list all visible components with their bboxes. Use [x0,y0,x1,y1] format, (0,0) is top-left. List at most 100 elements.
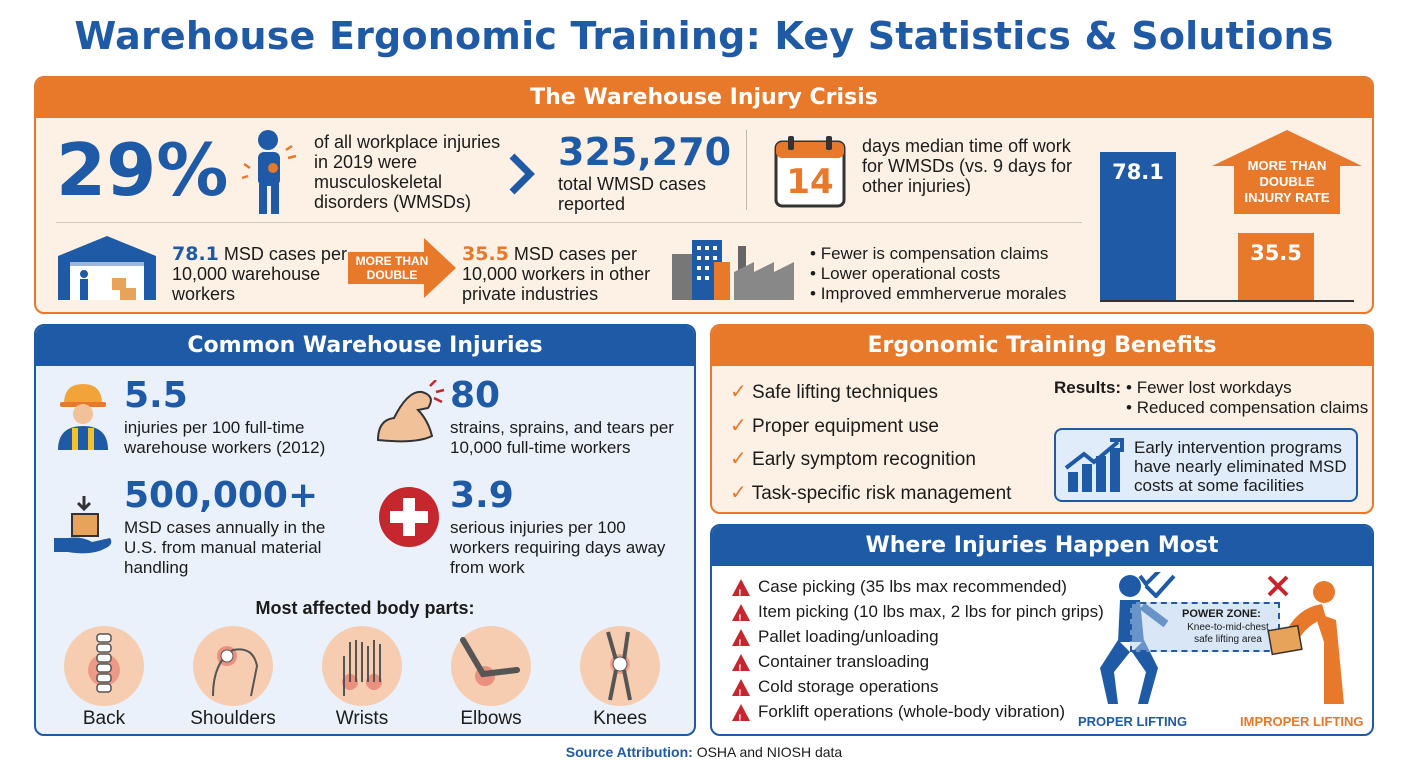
other-value: 35.5 [462,243,509,265]
warning-icon [732,679,750,707]
improper-lifting-label: IMPROPER LIFTING [1240,714,1364,729]
benefits-header: Ergonomic Training Benefits [712,326,1372,366]
medical-cross-icon [379,487,439,547]
check-icon: ✓ [730,414,747,437]
stat-days-text: days median time off work for WMSDs (vs.… [862,136,1073,196]
divider-horizontal [56,222,1082,223]
back-pain-person-icon [241,130,297,214]
result-item: • Fewer lost workdays [1126,378,1292,397]
injury-text-3: MSD cases annually in the U.S. from manu… [124,518,326,577]
bar-other [1238,232,1314,300]
benefit-item: ✓ Proper equipment use [730,414,939,437]
warning-icon [732,704,750,732]
benefits-panel: Ergonomic Training Benefits ✓ Safe lifti… [710,324,1374,514]
injury-text-2: strains, sprains, and tears per 10,000 f… [450,418,674,457]
where-panel: Where Injuries Happen Most Case picking … [710,524,1374,736]
benefit-item: ✓ Early symptom recognition [730,448,976,470]
stat-325270: 325,270 [558,130,732,174]
knees-body-icon [580,626,660,706]
crisis-bullet: • Improved emmherverue morales [810,284,1067,303]
back-body-icon [64,626,144,706]
footer-attribution: Source Attribution: OSHA and NIOSH data [0,744,1408,760]
check-icon: ✓ [730,448,747,470]
benefits-check-list: ✓ Safe lifting techniques ✓ Proper equip… [730,376,1011,510]
injury-text-1: injuries per 100 full-time warehouse wor… [124,418,326,457]
benefit-item: ✓ Task-specific risk management [730,481,1012,504]
where-item: Item picking (10 lbs max, 2 lbs for pinc… [732,599,1104,632]
warehouse-text-block: 78.1 MSD cases per 10,000 warehouse work… [172,244,352,304]
worker-icon [58,384,108,450]
warning-icon [732,604,750,632]
double-arrow-icon [348,238,456,298]
injury-value-2: 80 [450,375,501,416]
wrists-body-icon [322,626,402,706]
injury-text-4: serious injuries per 100 workers requiri… [450,518,666,577]
growth-chart-icon [1064,438,1124,492]
results-label: Results: [1054,378,1122,397]
calendar-icon [774,136,846,208]
callout-text: Early intervention programs have nearly … [1134,438,1347,495]
more-than-double-label: MORE THAN DOUBLE [355,254,429,282]
muscle-arm-icon [376,380,445,443]
results-list: • Fewer lost workdays • Reduced compensa… [1126,378,1368,418]
divider [746,130,747,210]
warehouse-value: 78.1 [172,243,219,265]
other-text: MSD cases per 10,000 workers in other pr… [462,244,651,304]
injury-value-1: 5.5 [124,375,188,416]
crisis-bullet-list: • Fewer is compensation claims • Lower o… [810,244,1066,304]
where-item: Case picking (35 lbs max recommended) [732,574,1104,607]
warning-icon [732,629,750,657]
warehouse-icon [58,236,156,300]
where-header: Where Injuries Happen Most [712,526,1372,566]
check-icon: ✓ [730,481,747,504]
city-factory-icon [672,240,794,300]
bar-other-label: 35.5 [1250,240,1302,265]
bar-chart: 78.1 35.5 MORE THAN DOUBLE INJURY RATE [1100,130,1362,302]
page-title: Warehouse Ergonomic Training: Key Statis… [74,14,1334,58]
stat-29-percent: 29% [56,128,229,212]
checkmark-icon [1144,574,1176,598]
where-item: Cold storage operations [732,674,1104,707]
elbows-body-icon [451,626,531,706]
stat-29-text: of all workplace injuries in 2019 were m… [314,132,501,212]
body-part-label-knees: Knees [593,708,647,729]
crisis-header: The Warehouse Injury Crisis [36,78,1372,118]
power-zone-box [1130,602,1280,652]
chart-arrow-label: MORE THAN DOUBLE INJURY RATE [1244,158,1330,205]
crisis-panel: The Warehouse Injury Crisis 29% of all w… [34,76,1374,314]
check-icon: ✓ [730,381,747,403]
power-zone-title: POWER ZONE: [1182,608,1261,620]
x-mark-icon [1267,575,1289,597]
callout-box: Early intervention programs have nearly … [1054,428,1358,502]
power-zone-text: Knee-to-mid-chest safe lifting area [1187,622,1269,645]
chart-baseline [1100,300,1354,302]
crisis-bullet: • Lower operational costs [810,264,1001,283]
box-hand-icon [54,496,112,554]
result-item: • Reduced compensation claims [1126,398,1369,417]
warning-icon [732,579,750,607]
footer-text: OSHA and NIOSH data [696,744,843,760]
body-part-label-wrists: Wrists [335,708,389,729]
improper-lifting-figure [1267,581,1344,704]
proper-lifting-label: PROPER LIFTING [1078,714,1188,729]
injuries-header: Common Warehouse Injuries [36,326,694,366]
injuries-panel: Common Warehouse Injuries 5.5 injuries p… [34,324,696,736]
chevron-right-icon [509,153,535,195]
where-item: Container transloading [732,649,1104,682]
body-part-label-shoulders: Shoulders [190,708,276,729]
other-text-block: 35.5 MSD cases per 10,000 workers in oth… [462,244,666,304]
up-arrow-shape [1212,130,1362,214]
body-part-label-elbows: Elbows [460,708,522,729]
body-parts-title: Most affected body parts: [255,598,475,618]
calendar-value: 14 [786,162,834,202]
body-part-label-back: Back [82,708,126,729]
warehouse-text: MSD cases per 10,000 warehouse workers [172,244,347,304]
bar-warehouse-label: 78.1 [1112,160,1164,185]
footer-label: Source Attribution: [565,744,693,760]
where-item: Pallet loading/unloading [732,624,1104,657]
injury-value-3: 500,000+ [124,475,319,516]
shoulders-body-icon [193,626,273,706]
bar-warehouse [1100,152,1176,300]
benefit-item: ✓ Safe lifting techniques [730,381,938,403]
injury-value-4: 3.9 [450,475,514,516]
